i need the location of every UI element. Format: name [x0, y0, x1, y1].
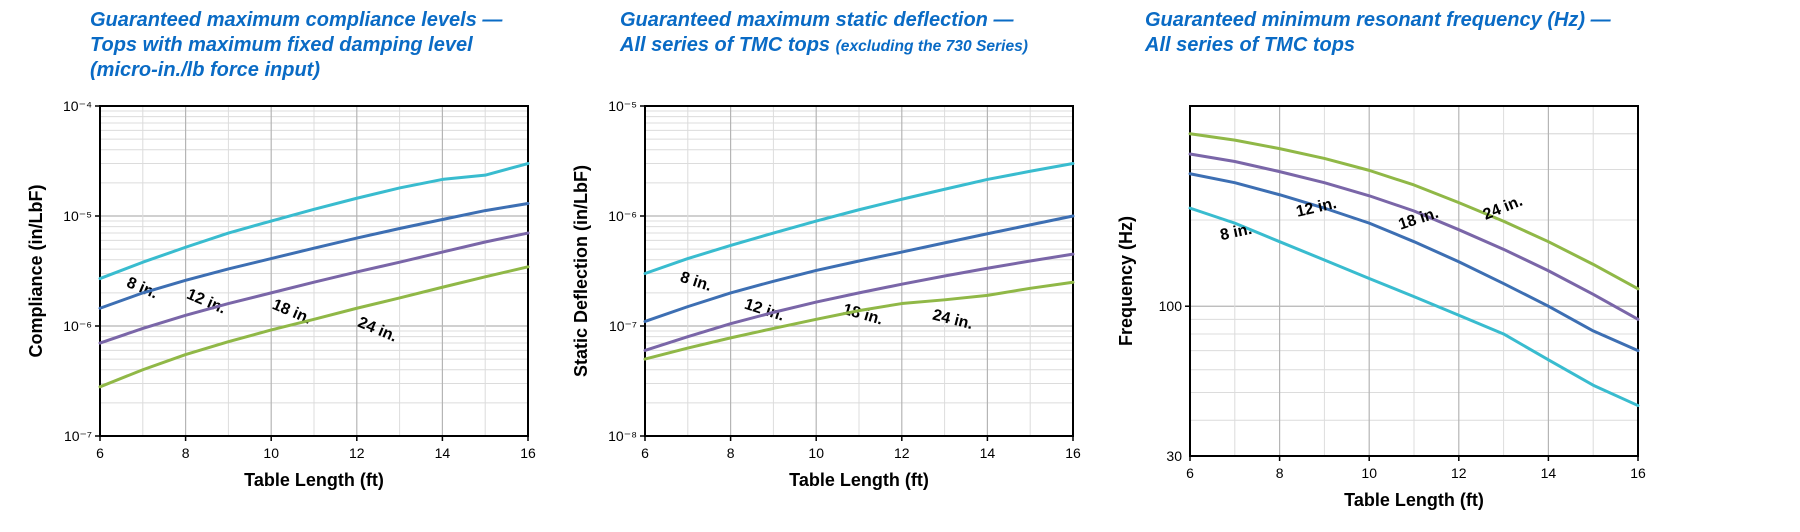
ytick-static_deflection-2: 10⁻⁶: [608, 208, 637, 224]
xtick-compliance-0: 6: [96, 445, 104, 461]
xtick-resonant_frequency-2: 10: [1361, 465, 1377, 481]
series-label-static_deflection-8in: 8 in.: [678, 269, 714, 295]
series-label-resonant_frequency-8in: 8 in.: [1219, 221, 1254, 244]
xtick-resonant_frequency-5: 16: [1630, 465, 1646, 481]
xtick-static_deflection-5: 16: [1065, 445, 1081, 461]
title-compliance-line-0: Guaranteed maximum compliance levels —: [90, 8, 570, 33]
ytick-static_deflection-0: 10⁻⁸: [608, 428, 637, 444]
ytick-extra-resonant_frequency-0: 30: [1166, 448, 1182, 464]
title-compliance: Guaranteed maximum compliance levels —To…: [90, 8, 570, 83]
xtick-static_deflection-3: 12: [894, 445, 910, 461]
xtick-resonant_frequency-4: 14: [1541, 465, 1557, 481]
xlabel-compliance: Table Length (ft): [244, 470, 384, 490]
series-label-compliance-24in: 24 in.: [355, 314, 399, 346]
xtick-static_deflection-4: 14: [980, 445, 996, 461]
title-resonant_frequency-line-1: All series of TMC tops: [1145, 33, 1705, 58]
ytick-resonant_frequency-0: 100: [1159, 298, 1183, 314]
ytick-static_deflection-1: 10⁻⁷: [609, 318, 637, 334]
xtick-static_deflection-0: 6: [641, 445, 649, 461]
xtick-compliance-4: 14: [435, 445, 451, 461]
chart-static_deflection: 10⁻⁸10⁻⁷10⁻⁶10⁻⁵68101214168 in.12 in.18 …: [565, 96, 1085, 506]
series-label-static_deflection-18in: 18 in.: [841, 301, 885, 329]
xtick-static_deflection-2: 10: [808, 445, 824, 461]
xtick-compliance-2: 10: [263, 445, 279, 461]
xtick-static_deflection-1: 8: [727, 445, 735, 461]
xtick-compliance-5: 16: [520, 445, 536, 461]
xlabel-resonant_frequency: Table Length (ft): [1344, 490, 1484, 510]
series-label-resonant_frequency-18in: 18 in.: [1397, 205, 1441, 234]
xtick-compliance-1: 8: [182, 445, 190, 461]
xtick-resonant_frequency-1: 8: [1276, 465, 1284, 481]
series-label-resonant_frequency-12in: 12 in.: [1295, 195, 1339, 221]
title-compliance-line-1: Tops with maximum fixed damping level: [90, 33, 570, 58]
series-label-compliance-18in: 18 in.: [270, 296, 314, 328]
xtick-compliance-3: 12: [349, 445, 365, 461]
xtick-resonant_frequency-0: 6: [1186, 465, 1194, 481]
chart-resonant_frequency: 100 306 8 10 12 14 16 8 in. 12 in. 18 in. 24 in. Ta…: [1110, 96, 1650, 526]
ylabel-resonant_frequency: Frequency (Hz): [1116, 216, 1136, 346]
ytick-compliance-0: 10⁻⁷: [64, 428, 92, 444]
xtick-resonant_frequency-3: 12: [1451, 465, 1467, 481]
ytick-compliance-1: 10⁻⁶: [63, 318, 92, 334]
ylabel-static_deflection: Static Deflection (in/LbF): [571, 165, 591, 377]
xlabel-static_deflection: Table Length (ft): [789, 470, 929, 490]
ylabel-compliance: Compliance (in/LbF): [26, 184, 46, 357]
series-label-static_deflection-24in: 24 in.: [931, 307, 975, 333]
ytick-compliance-2: 10⁻⁵: [63, 208, 92, 224]
title-static_deflection-line-1: All series of TMC tops (excluding the 73…: [620, 33, 1100, 58]
title-static_deflection: Guaranteed maximum static deflection —Al…: [620, 8, 1100, 58]
title-static_deflection-line-0: Guaranteed maximum static deflection —: [620, 8, 1100, 33]
title-resonant_frequency: Guaranteed minimum resonant frequency (H…: [1145, 8, 1705, 58]
series-label-resonant_frequency-24in: 24 in.: [1481, 193, 1525, 224]
ytick-compliance-3: 10⁻⁴: [63, 98, 92, 114]
ytick-static_deflection-3: 10⁻⁵: [608, 98, 637, 114]
title-resonant_frequency-line-0: Guaranteed minimum resonant frequency (H…: [1145, 8, 1705, 33]
title-compliance-line-2: (micro-in./lb force input): [90, 58, 570, 83]
chart-compliance: 10⁻⁷10⁻⁶10⁻⁵10⁻⁴68101214168 in.12 in.18 …: [20, 96, 540, 506]
